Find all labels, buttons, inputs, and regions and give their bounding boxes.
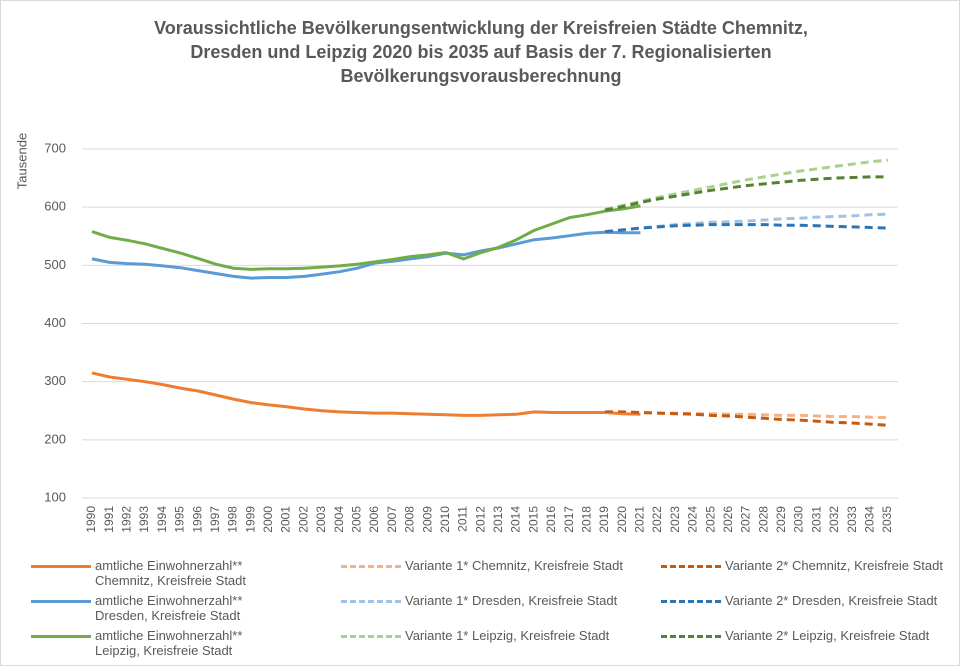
y-axis-label: Tausende <box>14 133 29 189</box>
legend-swatch <box>341 635 401 638</box>
x-tick-label: 2003 <box>314 506 328 533</box>
legend-label: Variante 1* Dresden, Kreisfreie Stadt <box>405 593 618 608</box>
x-tick-label: 1994 <box>155 506 169 533</box>
data-line <box>91 371 641 417</box>
y-tick-label: 200 <box>44 431 66 446</box>
data-line <box>605 411 889 420</box>
legend-label: Variante 2* Leipzig, Kreisfreie Stadt <box>725 628 930 643</box>
x-tick-label: 2016 <box>544 506 558 533</box>
chart-title: Bevölkerungsvorausberechnung <box>340 66 621 86</box>
legend-item: Variante 2* Dresden, Kreisfreie Stadt <box>661 593 955 608</box>
x-tick-label: 2030 <box>792 506 806 533</box>
legend-swatch <box>31 635 91 638</box>
x-tick-label: 2031 <box>809 506 823 533</box>
x-tick-label: 2008 <box>403 506 417 533</box>
x-tick-label: 2022 <box>650 506 664 533</box>
y-tick-label: 100 <box>44 489 66 504</box>
y-tick-label: 400 <box>44 315 66 330</box>
legend-item: Variante 1* Chemnitz, Kreisfreie Stadt <box>341 558 635 573</box>
legend-item: Variante 2* Leipzig, Kreisfreie Stadt <box>661 628 955 643</box>
data-line <box>604 175 888 212</box>
legend-label: Variante 1* Chemnitz, Kreisfreie Stadt <box>405 558 623 573</box>
x-tick-label: 2023 <box>668 506 682 533</box>
x-tick-label: 1997 <box>208 506 222 533</box>
legend-item: Variante 1* Dresden, Kreisfreie Stadt <box>341 593 635 608</box>
legend-label: Variante 2* Chemnitz, Kreisfreie Stadt <box>725 558 943 573</box>
x-tick-label: 2024 <box>686 506 700 533</box>
x-tick-label: 2034 <box>862 506 876 533</box>
x-tick-label: 2019 <box>597 506 611 533</box>
x-tick-label: 2001 <box>279 506 293 533</box>
data-line <box>604 212 889 234</box>
legend-swatch <box>31 565 91 568</box>
x-tick-label: 1993 <box>137 506 151 533</box>
x-tick-label: 1990 <box>84 506 98 533</box>
x-tick-label: 2032 <box>827 506 841 533</box>
x-tick-label: 2004 <box>332 506 346 533</box>
x-tick-label: 2025 <box>703 506 717 533</box>
x-tick-label: 2017 <box>562 506 576 533</box>
x-tick-label: 2020 <box>615 506 629 533</box>
legend-swatch <box>661 635 721 638</box>
x-tick-label: 1991 <box>102 506 116 533</box>
x-tick-label: 2015 <box>526 506 540 533</box>
legend-swatch <box>661 565 721 568</box>
chart-title: Voraussichtliche Bevölkerungsentwicklung… <box>154 18 808 38</box>
x-tick-label: 2002 <box>296 506 310 533</box>
data-line <box>91 230 641 280</box>
x-tick-label: 2007 <box>385 506 399 533</box>
legend-label: amtliche Einwohnerzahl** Dresden, Kreisf… <box>95 593 243 623</box>
x-tick-label: 2000 <box>261 506 275 533</box>
x-tick-label: 2021 <box>633 506 647 533</box>
y-tick-label: 700 <box>44 140 66 155</box>
x-tick-label: 1999 <box>243 506 257 533</box>
y-tick-label: 500 <box>44 257 66 272</box>
legend-label: Variante 2* Dresden, Kreisfreie Stadt <box>725 593 938 608</box>
legend-item: Variante 1* Leipzig, Kreisfreie Stadt <box>341 628 635 643</box>
x-tick-label: 2035 <box>880 506 894 533</box>
legend-item: amtliche Einwohnerzahl** Chemnitz, Kreis… <box>31 558 285 588</box>
data-line <box>604 158 889 211</box>
data-line <box>91 204 641 271</box>
x-tick-label: 1996 <box>190 506 204 533</box>
x-tick-label: 2010 <box>438 506 452 533</box>
legend-label: amtliche Einwohnerzahl** Leipzig, Kreisf… <box>95 628 243 658</box>
x-tick-label: 2027 <box>739 506 753 533</box>
y-tick-label: 300 <box>44 373 66 388</box>
legend-swatch <box>661 600 721 603</box>
x-tick-label: 2033 <box>845 506 859 533</box>
x-tick-label: 2006 <box>367 506 381 533</box>
legend-item: Variante 2* Chemnitz, Kreisfreie Stadt <box>661 558 955 573</box>
x-tick-label: 2005 <box>350 506 364 533</box>
chart-title: Dresden und Leipzig 2020 bis 2035 auf Ba… <box>190 42 771 62</box>
legend-swatch <box>31 600 91 603</box>
x-tick-label: 2012 <box>473 506 487 533</box>
legend-label: amtliche Einwohnerzahl** Chemnitz, Kreis… <box>95 558 247 588</box>
x-tick-label: 2018 <box>579 506 593 533</box>
legend-swatch <box>341 600 401 603</box>
x-tick-label: 2028 <box>756 506 770 533</box>
data-line <box>604 223 889 234</box>
x-tick-label: 2013 <box>491 506 505 533</box>
legend-label: Variante 1* Leipzig, Kreisfreie Stadt <box>405 628 610 643</box>
legend-item: amtliche Einwohnerzahl** Leipzig, Kreisf… <box>31 628 285 658</box>
x-tick-label: 1995 <box>173 506 187 533</box>
x-tick-label: 1998 <box>226 506 240 533</box>
x-tick-label: 2029 <box>774 506 788 533</box>
legend-item: amtliche Einwohnerzahl** Dresden, Kreisf… <box>31 593 285 623</box>
x-tick-label: 2009 <box>420 506 434 533</box>
x-tick-label: 2014 <box>509 506 523 533</box>
x-tick-label: 2011 <box>456 506 470 532</box>
legend-swatch <box>341 565 401 568</box>
data-line <box>605 410 889 427</box>
y-tick-label: 600 <box>44 199 66 214</box>
x-tick-label: 1992 <box>120 506 134 533</box>
x-tick-label: 2026 <box>721 506 735 533</box>
